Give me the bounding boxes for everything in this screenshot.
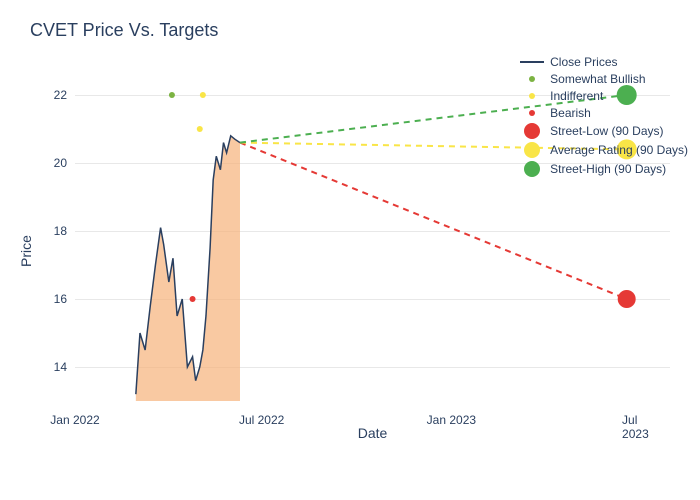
legend-label: Street-High (90 Days) (550, 162, 666, 176)
legend-dot-small (529, 76, 535, 82)
legend-item[interactable]: Bearish (520, 106, 688, 120)
chart-container: CVET Price Vs. Targets Price 1416182022 … (0, 0, 700, 500)
y-tick: 18 (54, 224, 67, 238)
chart-title: CVET Price Vs. Targets (30, 20, 690, 41)
legend-label: Bearish (550, 106, 591, 120)
street-low-marker (618, 290, 636, 308)
legend-item[interactable]: Street-High (90 Days) (520, 161, 688, 177)
y-tick: 20 (54, 156, 67, 170)
legend-label: Street-Low (90 Days) (550, 124, 663, 138)
legend-item[interactable]: Street-Low (90 Days) (520, 123, 688, 139)
x-tick: Jul 2022 (239, 413, 284, 427)
legend-dot-small (529, 110, 535, 116)
legend-item[interactable]: Somewhat Bullish (520, 72, 688, 86)
legend-label: Indifferent (550, 89, 603, 103)
legend-dot-small (529, 93, 535, 99)
y-tick: 22 (54, 88, 67, 102)
x-tick: Jan 2023 (427, 413, 476, 427)
x-tick: Jan 2022 (50, 413, 99, 427)
legend-dot-large (524, 161, 540, 177)
y-tick: 16 (54, 292, 67, 306)
legend-item[interactable]: Close Prices (520, 55, 688, 69)
legend-label: Close Prices (550, 55, 617, 69)
y-axis: 14 16 18 20 22 (30, 61, 75, 401)
indifferent-dot (200, 92, 206, 98)
x-tick: Jul 2023 (622, 413, 654, 441)
price-area (136, 136, 240, 401)
indifferent-dot (197, 126, 203, 132)
legend-label: Somewhat Bullish (550, 72, 645, 86)
legend-dot-large (524, 123, 540, 139)
legend-dot-large (524, 142, 540, 158)
legend: Close Prices Somewhat Bullish Indifferent B… (520, 55, 688, 180)
x-axis: Date Jan 2022Jul 2022Jan 2023Jul 2023 (75, 401, 670, 441)
x-axis-label: Date (358, 425, 388, 441)
legend-item[interactable]: Average Rating (90 Days) (520, 142, 688, 158)
somewhat-bullish-dot (169, 92, 175, 98)
legend-label: Average Rating (90 Days) (550, 143, 688, 157)
y-tick: 14 (54, 360, 67, 374)
legend-item[interactable]: Indifferent (520, 89, 688, 103)
legend-line-swatch (520, 61, 544, 63)
bearish-dot (190, 296, 196, 302)
